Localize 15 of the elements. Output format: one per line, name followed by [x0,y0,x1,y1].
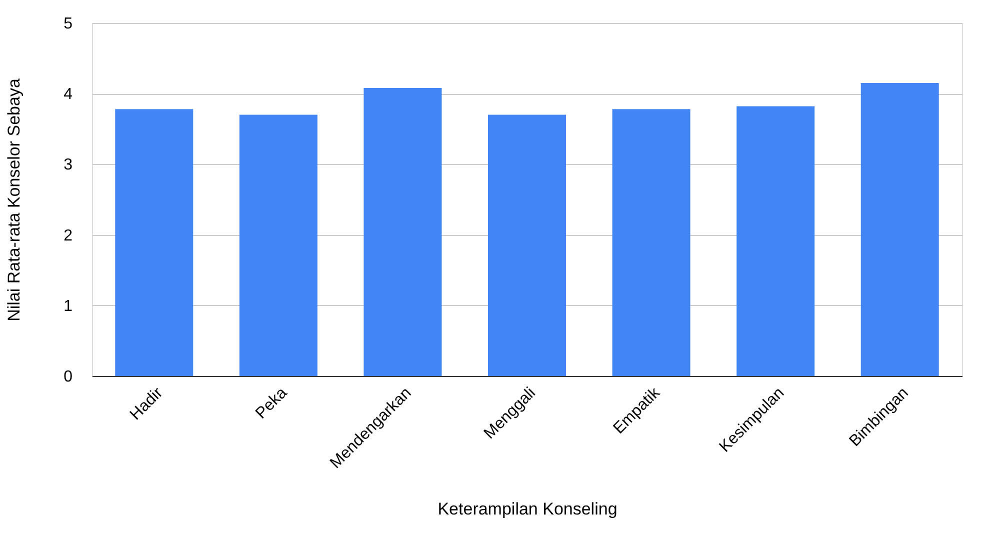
bar [239,114,318,376]
y-tick-label: 3 [64,156,73,174]
bar [736,106,815,376]
bar [115,109,194,376]
bar [488,114,566,376]
y-tick-label: 0 [64,368,73,386]
y-tick-label: 1 [64,298,73,315]
bar [364,88,442,376]
x-axis-title: Keterampilan Konseling [438,499,618,518]
y-tick-label: 5 [64,16,73,32]
y-tick-label: 4 [64,86,73,104]
bar [612,109,690,376]
bar [860,83,939,376]
y-axis-title: Nilai Rata-rata Konselor Sebaya [4,78,24,322]
y-tick-label: 2 [64,227,73,244]
